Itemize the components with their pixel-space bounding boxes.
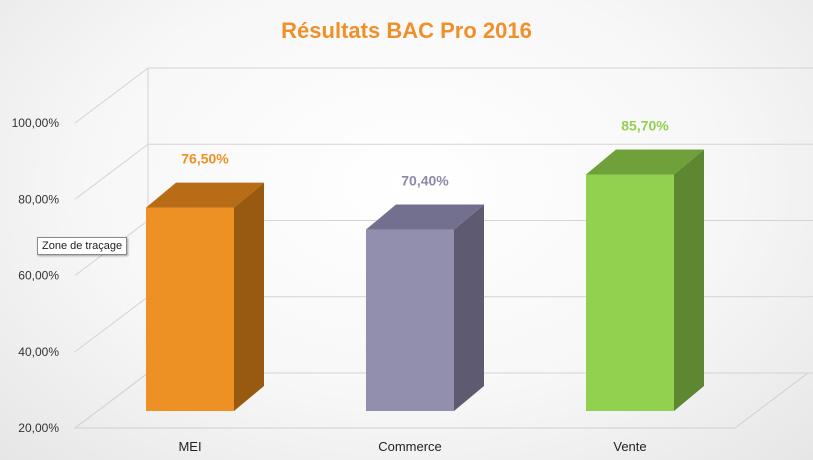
bar-front (586, 174, 674, 411)
bar-top (146, 182, 264, 208)
x-tick-label: MEI (178, 439, 201, 454)
bar-side (234, 182, 264, 411)
bar-top (586, 149, 704, 175)
gridline-side (74, 143, 149, 200)
gridline-side (74, 372, 149, 429)
data-label: 76,50% (181, 151, 229, 167)
bar-top (366, 204, 484, 230)
bar-front (146, 207, 234, 411)
y-tick-label: 60,00% (18, 269, 59, 283)
x-tick-label: Vente (613, 439, 646, 454)
bar-side (674, 149, 704, 412)
y-tick-label: 80,00% (18, 192, 59, 206)
x-tick-label: Commerce (378, 439, 442, 454)
gridline-side (74, 296, 149, 353)
y-tick-label: 100,00% (12, 116, 60, 130)
y-tick-label: 40,00% (18, 345, 59, 359)
data-label: 70,40% (401, 173, 449, 189)
chart-title: Résultats BAC Pro 2016 (281, 18, 532, 43)
bar-side (454, 204, 484, 411)
gridline-side (74, 67, 149, 124)
plot-area-tooltip: Zone de traçage (37, 237, 128, 255)
bar-front (366, 229, 454, 411)
y-tick-label: 20,00% (18, 421, 59, 435)
data-label: 85,70% (621, 117, 669, 133)
